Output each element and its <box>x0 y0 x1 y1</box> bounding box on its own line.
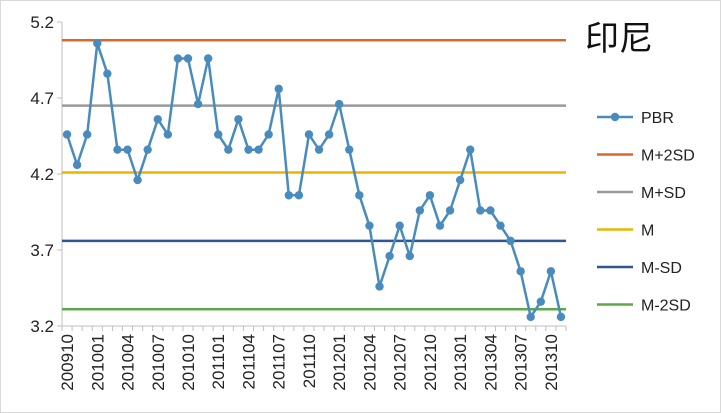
pbr-point <box>536 297 545 306</box>
pbr-series <box>62 39 566 322</box>
pbr-point <box>385 251 394 261</box>
pbr-point <box>405 251 414 261</box>
legend: PBR M+2SD M+SD M M-SD M-2SD <box>597 110 695 315</box>
pbr-point <box>203 54 213 63</box>
x-tick-label: 201101 <box>209 334 228 389</box>
x-tick-label: 201207 <box>391 334 410 391</box>
legend-label-m-2sd: M-2SD <box>641 298 691 315</box>
pbr-point <box>244 145 253 154</box>
pbr-point <box>93 39 102 48</box>
legend-label-pbr: PBR <box>641 110 674 127</box>
y-tick-label: 4.2 <box>30 165 54 184</box>
pbr-point <box>214 130 223 139</box>
pbr-point <box>506 236 515 246</box>
x-tick-label: 201204 <box>360 334 379 391</box>
pbr-point <box>163 130 173 139</box>
reference-lines <box>62 38 566 311</box>
pbr-point <box>113 145 122 154</box>
chart-title: 印尼 <box>585 19 653 59</box>
pbr-point <box>153 115 162 124</box>
pbr-point <box>466 145 475 154</box>
axis-lines <box>57 21 567 331</box>
x-tick-label: 201010 <box>179 334 198 391</box>
x-tick-label: 201201 <box>330 334 349 391</box>
pbr-point <box>264 130 273 139</box>
y-tick-label: 4.7 <box>30 89 54 108</box>
pbr-point <box>83 130 92 139</box>
x-tick-label: 201001 <box>88 334 107 391</box>
x-tick-label: 201301 <box>451 334 470 391</box>
pbr-point <box>365 221 374 230</box>
legend-label-m: M <box>641 223 654 240</box>
y-tick-label: 3.7 <box>30 241 54 260</box>
pbr-point <box>294 191 304 200</box>
x-tick-label: 201004 <box>119 334 138 391</box>
pbr-point <box>304 130 314 139</box>
pbr-point <box>183 54 193 63</box>
pbr-point <box>345 145 354 154</box>
pbr-point <box>546 267 556 276</box>
pbr-point <box>314 145 324 154</box>
pbr-point <box>455 175 465 185</box>
pbr-point <box>425 191 435 200</box>
pbr-point <box>143 145 152 154</box>
x-tick-label: 201304 <box>481 334 500 391</box>
pbr-line <box>65 42 563 319</box>
pbr-point <box>274 84 283 94</box>
x-tick-label: 200910 <box>58 334 77 391</box>
pbr-point <box>415 206 425 215</box>
pbr-point <box>476 206 485 215</box>
pbr-point <box>486 206 495 215</box>
x-tick-label: 201107 <box>270 334 289 389</box>
pbr-point <box>224 145 233 154</box>
pbr-point <box>435 221 445 230</box>
axis-labels: 3.2 3.7 4.2 4.7 5.2 200910 201001 201004 201007 2… <box>30 13 561 391</box>
legend-marker-pbr <box>610 112 620 122</box>
pbr-point <box>133 175 142 185</box>
pbr-point <box>375 282 384 291</box>
pbr-point <box>335 99 344 109</box>
pbr-point <box>496 221 505 230</box>
x-tick-label: 201104 <box>239 334 258 389</box>
pbr-point <box>284 191 293 200</box>
x-tick-label: 201307 <box>512 334 531 391</box>
legend-label-m-sd: M+SD <box>641 185 686 202</box>
pbr-point <box>254 145 263 154</box>
x-tick-label: 201110 <box>300 334 319 388</box>
pbr-point <box>526 312 535 322</box>
pbr-point <box>62 130 72 139</box>
pbr-point <box>556 312 566 322</box>
legend-label-m-2sd: M+2SD <box>641 148 695 165</box>
pbr-point <box>103 69 112 78</box>
pbr-point <box>72 160 82 170</box>
pbr-point <box>516 267 525 276</box>
pbr-point <box>355 191 364 200</box>
x-tick-label: 201007 <box>149 334 168 391</box>
pbr-point <box>234 115 243 124</box>
pbr-point <box>193 99 203 109</box>
x-tick-label: 201210 <box>421 334 440 391</box>
y-tick-label: 3.2 <box>30 317 54 336</box>
x-tick-label: 201310 <box>542 334 561 391</box>
pbr-point <box>324 130 334 139</box>
y-tick-label: 5.2 <box>30 13 54 32</box>
pbr-point <box>445 206 455 215</box>
pbr-point <box>173 54 183 63</box>
pbr-point <box>395 221 404 230</box>
pbr-point <box>123 145 132 154</box>
legend-label-m-sd: M-SD <box>641 260 682 277</box>
